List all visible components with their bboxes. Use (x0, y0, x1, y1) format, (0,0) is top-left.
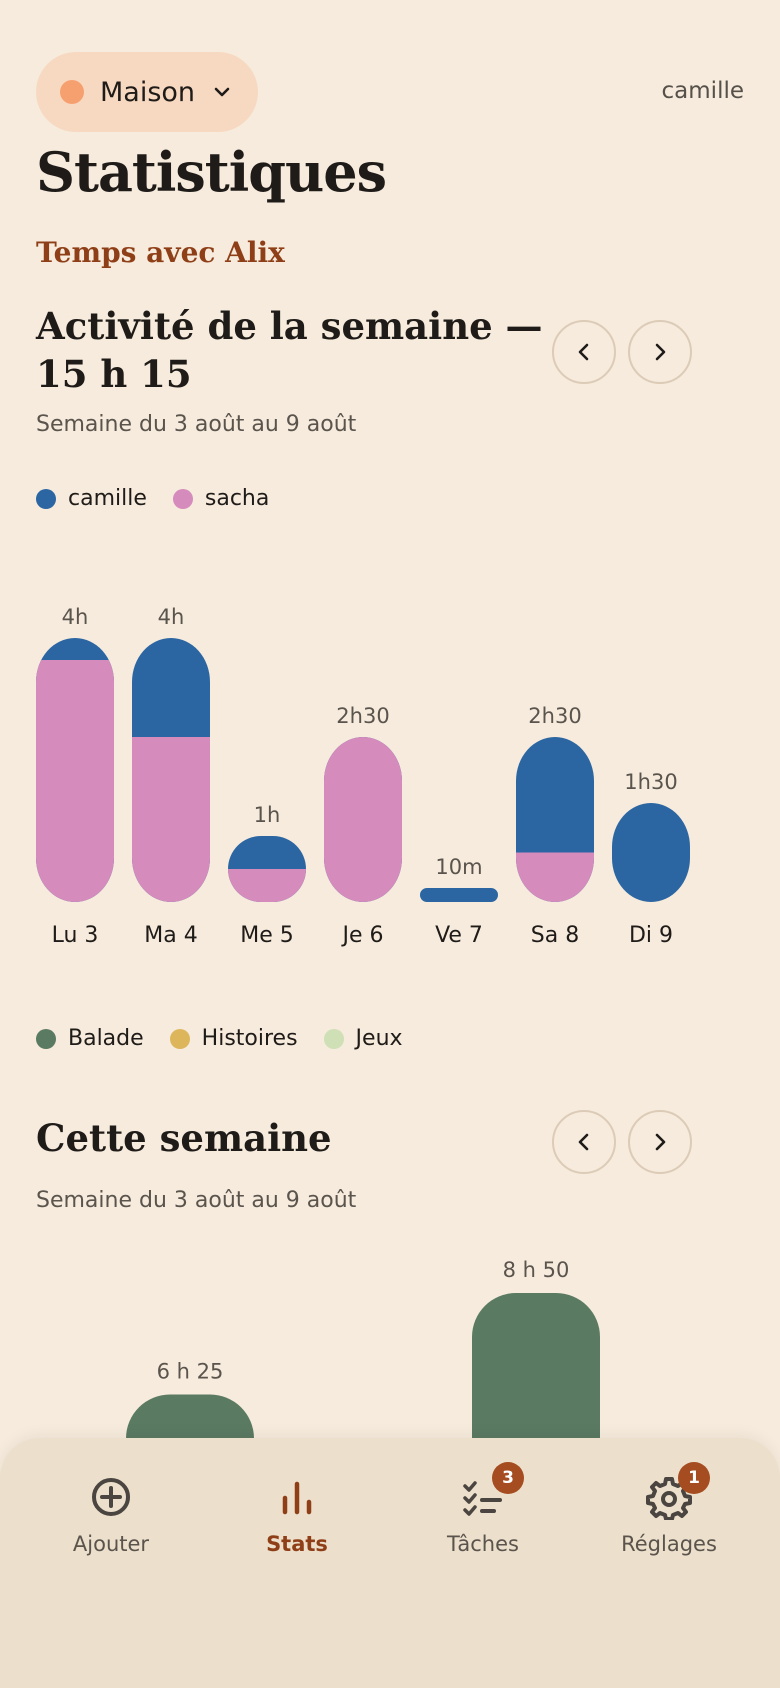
chevron-left-icon (578, 1133, 589, 1151)
nav-item-tasks[interactable]: 3 Tâches (390, 1462, 576, 1556)
bar-chart-icon (274, 1474, 320, 1520)
bar-segment-camille (420, 888, 498, 902)
day-label: Sa 8 (531, 923, 579, 948)
day-label: Di 9 (629, 923, 673, 948)
bar-6 (612, 803, 690, 902)
legend-dot-sacha (172, 488, 193, 509)
bar-total-label: 2h30 (528, 704, 581, 728)
bottom-navigation: Ajouter Stats 3 Tâches 1 (0, 1438, 780, 1688)
chevron-left-icon (578, 343, 589, 361)
weekly-activity-range: Semaine du 3 août au 9 août (36, 412, 357, 437)
legend-item-jeux: Jeux (323, 1026, 403, 1051)
week-bar-1 (472, 1293, 600, 1440)
next-week-button-2[interactable] (628, 1110, 692, 1174)
bar-total-label: 10m (435, 855, 482, 879)
bar-total-label: 2h30 (336, 704, 389, 728)
chevron-right-icon (655, 343, 666, 361)
checklist-icon: 3 (460, 1462, 524, 1520)
nav-label-settings: Réglages (621, 1532, 717, 1556)
legend-label-balade: Balade (68, 1026, 144, 1051)
legend-label-jeux: Jeux (355, 1026, 403, 1051)
bar-total-label: 1h (254, 803, 281, 827)
current-user[interactable]: camille (661, 78, 744, 104)
weekly-activity-chart: 4h Lu 3 4h Ma 4 1h Me 5 2h30 Je 6 10m Ve 7 2h30 Sa … (36, 605, 690, 948)
week-bar-label: 6 h 25 (157, 1360, 224, 1384)
legend-dot-balade (36, 1028, 56, 1049)
bar-total-label: 4h (62, 605, 89, 629)
day-label: Je 6 (340, 923, 383, 948)
gear-icon: 1 (646, 1462, 710, 1521)
household-name: Maison (100, 76, 196, 108)
weekly-activity-total: 15 h 15 (36, 352, 192, 396)
settings-badge: 1 (678, 1462, 710, 1494)
page-title: Statistiques (36, 140, 387, 204)
day-label: Ma 4 (144, 923, 197, 948)
bar-4 (420, 888, 498, 902)
bar-segment-sacha (324, 737, 402, 902)
plus-circle-icon (88, 1474, 134, 1520)
previous-week-button[interactable] (552, 320, 616, 384)
activity-legend: Balade Histoires Jeux (36, 1026, 429, 1051)
nav-item-add[interactable]: Ajouter (18, 1474, 204, 1556)
bar-segment-sacha (228, 869, 306, 902)
bar-total-label: 1h30 (624, 770, 677, 794)
day-label: Ve 7 (435, 923, 483, 948)
nav-label-stats: Stats (266, 1532, 328, 1556)
bar-5 (516, 737, 594, 902)
tasks-badge: 3 (492, 1462, 524, 1494)
day-label: Lu 3 (52, 923, 99, 948)
legend-dot-camille (36, 488, 56, 509)
bar-segment-sacha (132, 737, 210, 902)
next-week-button[interactable] (628, 320, 692, 384)
legend-item-camille: camille (36, 486, 147, 511)
weekly-activity-title-line1: Activité de la semaine — (36, 304, 543, 348)
nav-label-tasks: Tâches (447, 1532, 519, 1556)
legend-item-balade: Balade (36, 1026, 144, 1051)
household-selector[interactable]: Maison (36, 52, 258, 132)
this-week-range: Semaine du 3 août au 9 août (36, 1188, 357, 1213)
bar-segment-sacha (36, 660, 114, 902)
bar-0 (36, 638, 114, 902)
nav-item-stats[interactable]: Stats (204, 1474, 390, 1556)
previous-week-button-2[interactable] (552, 1110, 616, 1174)
bar-1 (132, 638, 210, 902)
page-subtitle: Temps avec Alix (36, 236, 285, 269)
week-bar-0 (126, 1394, 254, 1440)
day-label: Me 5 (240, 923, 294, 948)
this-week-chart: 6 h 25 8 h 50 (126, 1260, 600, 1440)
weekly-activity-title: Activité de la semaine — 15 h 15 (36, 302, 543, 398)
bar-2 (228, 836, 306, 902)
legend-label-histoires: Histoires (201, 1026, 298, 1051)
bar-total-label: 4h (158, 605, 185, 629)
person-legend: camille sacha (36, 486, 295, 511)
legend-label-sacha: sacha (204, 486, 270, 511)
week-bar-label: 8 h 50 (503, 1260, 570, 1282)
household-color-dot (60, 80, 84, 104)
legend-dot-jeux (323, 1028, 344, 1049)
legend-item-histoires: Histoires (169, 1026, 298, 1051)
bar-segment-sacha (516, 852, 594, 902)
chevron-down-icon (214, 87, 230, 97)
nav-label-add: Ajouter (72, 1532, 150, 1556)
chevron-right-icon (655, 1133, 666, 1151)
bar-segment-camille (612, 803, 690, 902)
legend-label-camille: camille (68, 486, 147, 511)
this-week-title: Cette semaine (36, 1116, 332, 1160)
legend-dot-histoires (169, 1028, 190, 1049)
legend-item-sacha: sacha (172, 486, 270, 511)
nav-item-settings[interactable]: 1 Réglages (576, 1462, 762, 1556)
bar-3 (324, 737, 402, 902)
